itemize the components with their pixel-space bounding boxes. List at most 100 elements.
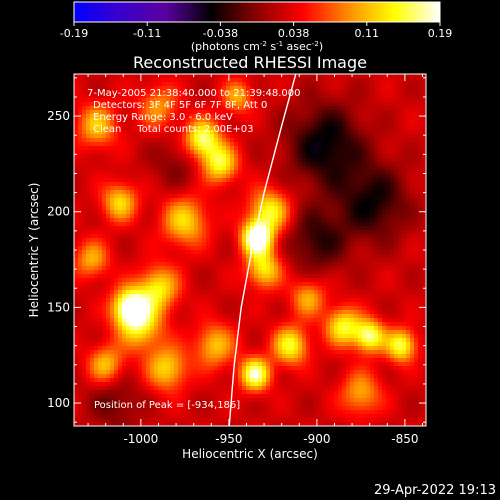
- heatmap-cell: [118, 74, 123, 79]
- heatmap-cell: [134, 298, 139, 303]
- heatmap-cell: [282, 118, 287, 123]
- heatmap-cell: [214, 146, 219, 151]
- heatmap-cell: [162, 230, 167, 235]
- heatmap-cell: [238, 214, 243, 219]
- heatmap-cell: [222, 286, 227, 291]
- heatmap-cell: [114, 98, 119, 103]
- heatmap-cell: [142, 86, 147, 91]
- heatmap-cell: [130, 162, 135, 167]
- heatmap-cell: [218, 78, 223, 83]
- heatmap-cell: [118, 186, 123, 191]
- heatmap-cell: [374, 182, 379, 187]
- heatmap-cell: [378, 190, 383, 195]
- heatmap-cell: [334, 206, 339, 211]
- heatmap-cell: [234, 242, 239, 247]
- heatmap-cell: [166, 74, 171, 79]
- heatmap-cell: [82, 186, 87, 191]
- heatmap-cell: [106, 154, 111, 159]
- heatmap-cell: [110, 150, 115, 155]
- heatmap-cell: [362, 170, 367, 175]
- heatmap-cell: [270, 218, 275, 223]
- heatmap-cell: [346, 182, 351, 187]
- heatmap-cell: [398, 194, 403, 199]
- heatmap-cell: [78, 178, 83, 183]
- heatmap-cell: [102, 194, 107, 199]
- heatmap-cell: [382, 206, 387, 211]
- heatmap-cell: [394, 198, 399, 203]
- heatmap-cell: [190, 78, 195, 83]
- heatmap-cell: [202, 210, 207, 215]
- heatmap-cell: [114, 102, 119, 107]
- heatmap-cell: [106, 166, 111, 171]
- heatmap-cell: [226, 134, 231, 139]
- heatmap-cell: [262, 210, 267, 215]
- heatmap-cell: [98, 186, 103, 191]
- heatmap-cell: [326, 166, 331, 171]
- heatmap-cell: [274, 74, 279, 79]
- heatmap-cell: [422, 290, 426, 295]
- heatmap-cell: [186, 218, 191, 223]
- heatmap-cell: [82, 170, 87, 175]
- heatmap-cell: [74, 142, 79, 147]
- heatmap-cell: [150, 238, 155, 243]
- heatmap-cell: [278, 282, 283, 287]
- heatmap-cell: [94, 290, 99, 295]
- heatmap-cell: [274, 290, 279, 295]
- heatmap-cell: [322, 274, 327, 279]
- heatmap-cell: [234, 206, 239, 211]
- heatmap-cell: [110, 282, 115, 287]
- heatmap-cell: [102, 98, 107, 103]
- heatmap-cell: [354, 222, 359, 227]
- heatmap-cell: [422, 130, 426, 135]
- heatmap-cell: [154, 278, 159, 283]
- heatmap-cell: [166, 142, 171, 147]
- heatmap-cell: [286, 162, 291, 167]
- heatmap-cell: [302, 234, 307, 239]
- heatmap-cell: [346, 266, 351, 271]
- heatmap-cell: [334, 230, 339, 235]
- heatmap-cell: [322, 194, 327, 199]
- heatmap-cell: [350, 234, 355, 239]
- heatmap-cell: [370, 134, 375, 139]
- heatmap-cell: [314, 102, 319, 107]
- heatmap-cell: [82, 146, 87, 151]
- heatmap-cell: [358, 246, 363, 251]
- heatmap-cell: [210, 270, 215, 275]
- heatmap-cell: [218, 98, 223, 103]
- heatmap-cell: [350, 214, 355, 219]
- heatmap-cell: [310, 218, 315, 223]
- heatmap-cell: [266, 82, 271, 87]
- heatmap-cell: [422, 226, 426, 231]
- heatmap-cell: [202, 186, 207, 191]
- heatmap-cell: [182, 214, 187, 219]
- heatmap-cell: [166, 246, 171, 251]
- heatmap-cell: [294, 266, 299, 271]
- heatmap-cell: [242, 82, 247, 87]
- heatmap-cell: [130, 254, 135, 259]
- heatmap-cell: [122, 134, 127, 139]
- heatmap-cell: [126, 118, 131, 123]
- heatmap-cell: [338, 282, 343, 287]
- heatmap-cell: [142, 126, 147, 131]
- heatmap-cell: [322, 266, 327, 271]
- heatmap-cell: [338, 86, 343, 91]
- heatmap-cell: [350, 230, 355, 235]
- heatmap-cell: [310, 94, 315, 99]
- heatmap-cell: [390, 94, 395, 99]
- heatmap-cell: [226, 294, 231, 299]
- heatmap-cell: [418, 158, 423, 163]
- heatmap-cell: [418, 178, 423, 183]
- heatmap-cell: [338, 250, 343, 255]
- heatmap-cell: [154, 98, 159, 103]
- heatmap-cell: [354, 206, 359, 211]
- heatmap-cell: [162, 118, 167, 123]
- heatmap-cell: [150, 190, 155, 195]
- heatmap-cell: [126, 134, 131, 139]
- heatmap-cell: [94, 98, 99, 103]
- heatmap-cell: [262, 114, 267, 119]
- heatmap-cell: [178, 174, 183, 179]
- heatmap-cell: [338, 102, 343, 107]
- heatmap-cell: [394, 190, 399, 195]
- heatmap-cell: [354, 106, 359, 111]
- heatmap-cell: [254, 246, 259, 251]
